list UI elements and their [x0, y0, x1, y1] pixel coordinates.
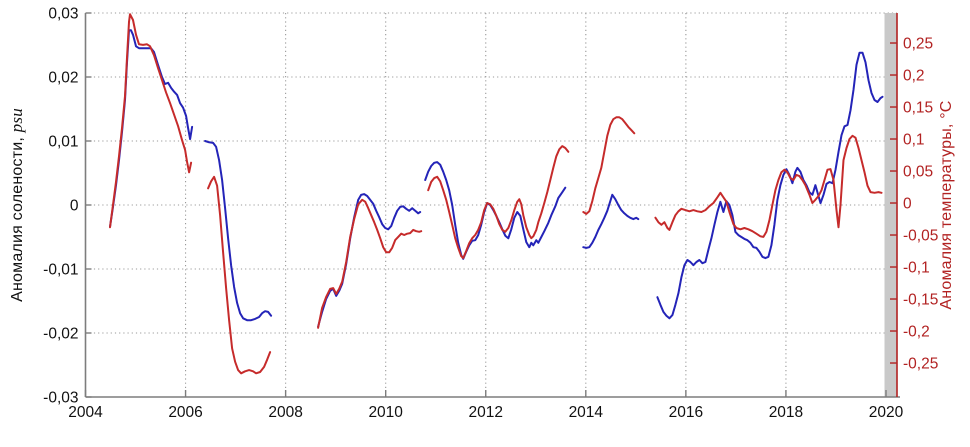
- salinity-anomaly-segment: [656, 51, 884, 320]
- x-tick-label: 2008: [268, 404, 302, 421]
- left-tick-label: 0,03: [48, 6, 78, 23]
- x-tick-label: 2010: [368, 404, 403, 421]
- temperature-anomaly-segment: [109, 13, 193, 229]
- right-tick-label: 0,25: [903, 36, 933, 53]
- left-axis-title: Аномалия солености, psu: [7, 108, 27, 302]
- x-tick-label: 2014: [569, 404, 604, 421]
- right-tick-label: 0: [903, 196, 912, 213]
- left-axis-title-unit: psu: [7, 108, 26, 133]
- right-tick-label: -0,15: [903, 292, 938, 309]
- right-tick-label: 0,2: [903, 68, 925, 85]
- right-tick-label: -0,1: [903, 260, 930, 277]
- left-tick-label: 0,02: [48, 70, 78, 87]
- x-tick-label: 2006: [168, 404, 202, 421]
- temperature-anomaly-line: [109, 13, 883, 375]
- right-axis-title: Аномалия температуры, °С: [938, 100, 956, 309]
- right-tick-label: 0,1: [903, 132, 925, 149]
- x-tick-label: 2020: [869, 404, 904, 421]
- right-axis-title-text: Аномалия температуры, °С: [938, 100, 955, 310]
- left-tick-label: -0,01: [43, 262, 78, 279]
- left-tick-label: -0,02: [43, 326, 78, 343]
- left-tick-label: 0: [70, 198, 79, 215]
- salinity-anomaly-segment: [204, 140, 273, 322]
- temperature-anomaly-segment: [427, 145, 570, 260]
- right-tick-label: 0,05: [903, 164, 933, 181]
- left-tick-label: 0,01: [48, 134, 78, 151]
- right-tick-label: 0,15: [903, 100, 933, 117]
- salinity-anomaly-segment: [424, 161, 567, 260]
- left-axis-title-text: Аномалия солености,: [9, 136, 26, 302]
- left-tick-label: -0,03: [43, 390, 78, 407]
- temperature-anomaly-segment: [317, 198, 423, 329]
- temperature-anomaly-segment: [654, 134, 883, 238]
- x-tick-label: 2012: [469, 404, 503, 421]
- salinity-anomaly-segment: [582, 193, 640, 249]
- right-tick-label: -0,05: [903, 228, 938, 245]
- gridlines: [85, 12, 897, 397]
- right-tick-label: -0,25: [903, 356, 938, 373]
- x-tick-label: 2018: [769, 404, 803, 421]
- x-tick-label: 2016: [669, 404, 703, 421]
- tick-marks: [84, 12, 897, 398]
- x-tick-label: 2004: [68, 404, 103, 421]
- temperature-anomaly-segment: [207, 175, 272, 375]
- right-tick-label: -0,2: [903, 324, 930, 341]
- temperature-anomaly-segment: [582, 116, 636, 215]
- no-data-band: [884, 13, 897, 397]
- salinity-anomaly-segment: [317, 193, 422, 328]
